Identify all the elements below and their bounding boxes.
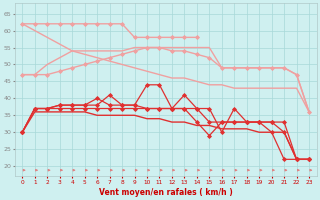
X-axis label: Vent moyen/en rafales ( km/h ): Vent moyen/en rafales ( km/h ) bbox=[99, 188, 233, 197]
